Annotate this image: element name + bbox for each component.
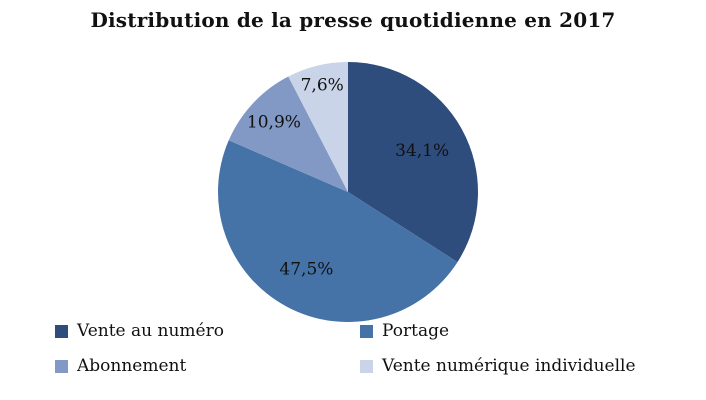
slice-data-label: 47,5% [279,260,333,280]
chart-title: Distribution de la presse quotidienne en… [90,8,616,32]
legend-item: Vente numérique individuelle [360,355,675,376]
pie-slice-labels: 34,1% 47,5% 10,9%7,6% [247,75,449,279]
pie-slice [228,76,348,192]
legend-color-marker [360,359,373,373]
pie-slices [218,62,478,322]
pie-slice [218,140,458,322]
legend-label: Vente au numéro [77,321,224,341]
legend-label: Portage [382,321,450,341]
legend-color-marker [55,324,68,338]
legend-color-marker [360,324,373,338]
slice-data-label: 7,6% [301,75,344,95]
slice-data-label: 10,9% [247,112,301,132]
legend-label: Vente numérique individuelle [382,355,636,376]
pie-slice [288,62,348,192]
legend-label: Abonnement [77,355,187,376]
legend-item: Portage [360,322,675,341]
legend-item: Abonnement [55,355,360,376]
slice-data-label: 34,1% [395,141,449,161]
chart-legend: Vente au numéro Portage Abonnement Vente nu… [55,322,675,375]
legend-color-marker [55,359,68,373]
pie-slice [348,62,478,263]
legend-item: Vente au numéro [55,322,360,341]
